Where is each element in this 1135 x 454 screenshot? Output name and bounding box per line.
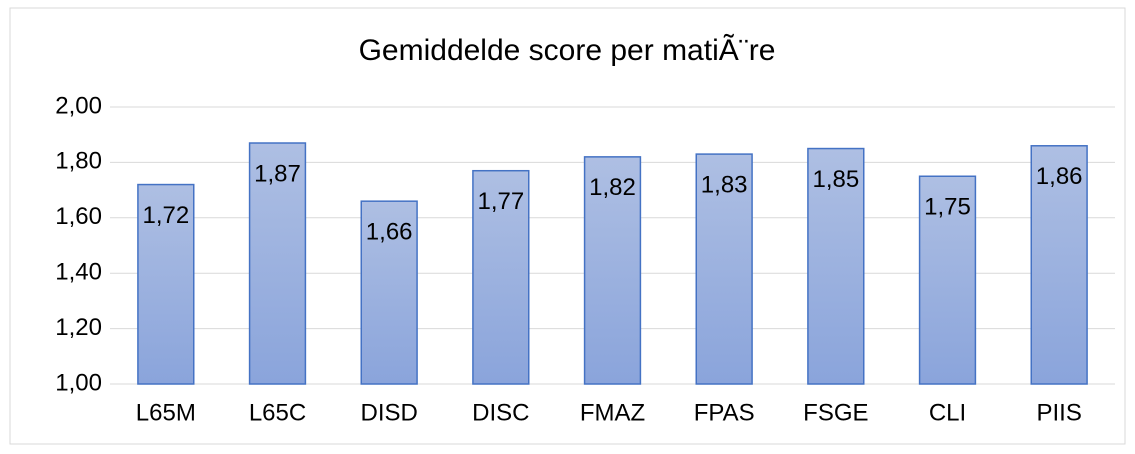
x-tick-label: DISC (472, 399, 529, 426)
y-tick-label: 1,80 (55, 148, 102, 175)
value-label: 1,66 (366, 219, 413, 246)
y-tick-label: 1,00 (55, 369, 102, 396)
x-tick-label: DISD (360, 399, 417, 426)
value-label: 1,83 (701, 171, 748, 198)
bar (807, 147, 865, 385)
x-tick-label: L65M (136, 399, 196, 426)
y-tick-label: 1,20 (55, 314, 102, 341)
y-tick-label: 2,00 (55, 92, 102, 119)
value-label: 1,87 (254, 160, 301, 187)
bar (360, 200, 418, 385)
bar (918, 175, 977, 385)
x-tick-label: FSGE (803, 399, 868, 426)
x-tick-label: FPAS (694, 399, 755, 426)
bar (1030, 145, 1088, 385)
value-label: 1,77 (477, 188, 524, 215)
x-tick-label: CLI (929, 399, 966, 426)
value-label: 1,85 (812, 166, 859, 193)
value-label: 1,72 (142, 202, 189, 229)
x-tick-label: L65C (249, 399, 306, 426)
value-label: 1,82 (589, 174, 636, 201)
value-label: 1,75 (924, 194, 971, 221)
y-tick-label: 1,60 (55, 203, 102, 230)
x-tick-label: PIIS (1036, 399, 1081, 426)
chart-title: Gemiddelde score per matiÃ¨re (359, 33, 776, 67)
bar (583, 156, 642, 385)
bar (137, 183, 195, 385)
y-tick-label: 1,40 (55, 259, 102, 286)
value-label: 1,86 (1036, 163, 1083, 190)
bar (695, 153, 753, 385)
bar (472, 169, 530, 385)
bar (248, 142, 307, 385)
x-tick-label: FMAZ (580, 399, 645, 426)
